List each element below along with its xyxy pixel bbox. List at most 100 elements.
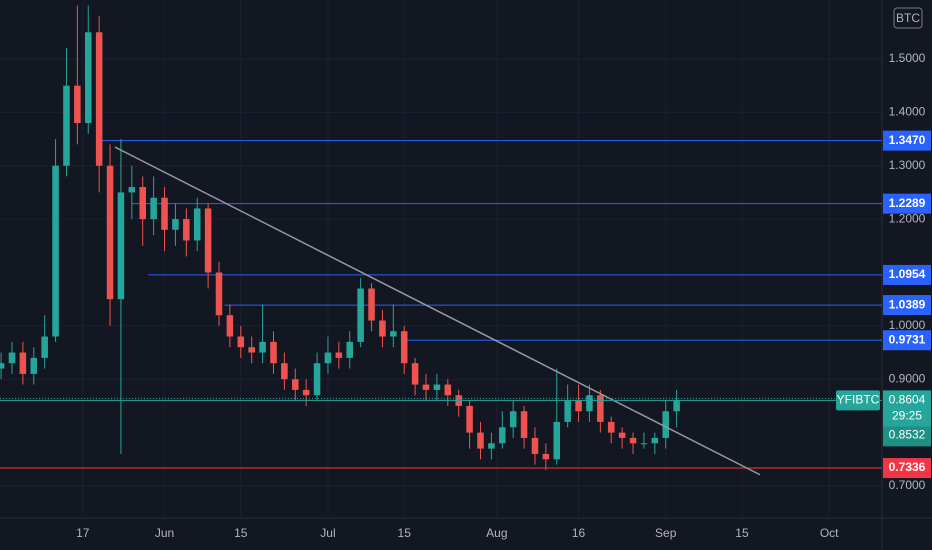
candle-body [477,432,484,449]
y-tick-label: 1.0000 [889,318,926,332]
trendline [114,146,761,476]
candle-body [259,341,266,353]
candle-body [640,443,648,445]
candle-body [52,165,59,337]
candle-body [292,379,299,390]
candle-body [346,341,354,358]
level-label: 1.0954 [889,267,926,281]
candle-body [204,208,212,273]
candle-body [422,384,430,390]
x-tick-label: Sep [655,526,677,540]
currency-box [893,7,923,29]
y-tick-label: 1.5000 [889,51,926,65]
candle-body [150,197,157,220]
second-price: 0.8532 [889,428,926,442]
level-label: 0.9731 [889,332,926,346]
candle-body [95,32,103,166]
candle-body [411,363,419,385]
y-tick-label: 0.9000 [889,371,926,385]
x-tick-label: Oct [820,526,839,540]
x-tick-label: Jun [155,526,174,540]
y-tick-label: 0.7000 [889,478,926,492]
candle-body [531,437,539,454]
candle-body [183,219,190,241]
candle-body [520,411,528,438]
candle-body [161,197,168,230]
x-tick-label: Aug [486,526,507,540]
candle-body [542,453,550,460]
candle-body [215,272,223,316]
candle-body [662,411,669,438]
second-price-tag [883,426,931,447]
candle-body [0,363,5,369]
candle-body [8,352,16,364]
candle-body [128,187,136,193]
level-label: 1.3470 [889,133,926,147]
candle-body [302,389,310,396]
candle-body [466,405,473,433]
candle-body [586,395,593,412]
candle-body [270,341,277,364]
candle-body [618,432,626,438]
x-tick-label: 15 [234,526,248,540]
candle-body [117,192,125,300]
candle-body [629,437,637,444]
candle-body [313,363,321,396]
level-tag [883,330,931,351]
candle-body [433,384,441,390]
candle-body [390,331,397,337]
candle-body [41,336,48,358]
y-tick-label: 1.4000 [889,105,926,119]
candle-body [607,421,615,433]
x-tick-label: 17 [76,526,90,540]
candle-body [237,336,245,348]
x-tick-label: Jul [320,526,335,540]
candle-body [553,421,561,460]
candle-body [368,288,375,321]
candle-body [400,331,408,364]
symbol-label: YFIBTC [837,393,880,407]
candle-body [106,165,114,300]
candle-body [84,32,92,124]
level-tag [883,193,931,214]
candle-body [575,400,582,412]
x-tick-label: 15 [735,526,749,540]
level-tag [883,130,931,151]
candle-body [226,315,234,337]
candle-body [488,443,495,449]
currency: BTC [896,11,920,25]
y-tick-label: 1.2000 [889,211,926,225]
level-tag [883,295,931,316]
level-tag [883,458,931,479]
candle-body [324,352,332,364]
level-label: 0.7336 [889,460,926,474]
candle-body [281,363,288,380]
candle-body [139,187,147,220]
candle-body [30,357,38,374]
y-tick-label: 1.3000 [889,158,926,172]
candle-body [564,400,571,422]
price-label: 0.8604 [889,393,926,407]
candle-body [193,208,201,241]
level-label: 1.0389 [889,297,926,311]
symbol-tag [836,390,880,411]
candle-body [499,427,506,444]
candle-body [509,411,517,428]
x-tick-label: 16 [572,526,586,540]
candle-body [335,352,343,358]
candle-body [74,85,81,124]
candle-body [673,400,680,412]
candle-body [444,384,452,396]
candle-body [357,288,364,342]
candle-body [597,395,604,422]
level-tag [883,264,931,285]
x-tick-label: 15 [398,526,412,540]
candle-body [248,347,255,353]
candle-body [651,437,659,444]
candle-body [379,320,386,337]
level-label: 1.2289 [889,196,926,210]
countdown: 29:25 [892,409,922,423]
candle-body [19,352,27,374]
candle-body [172,219,179,230]
